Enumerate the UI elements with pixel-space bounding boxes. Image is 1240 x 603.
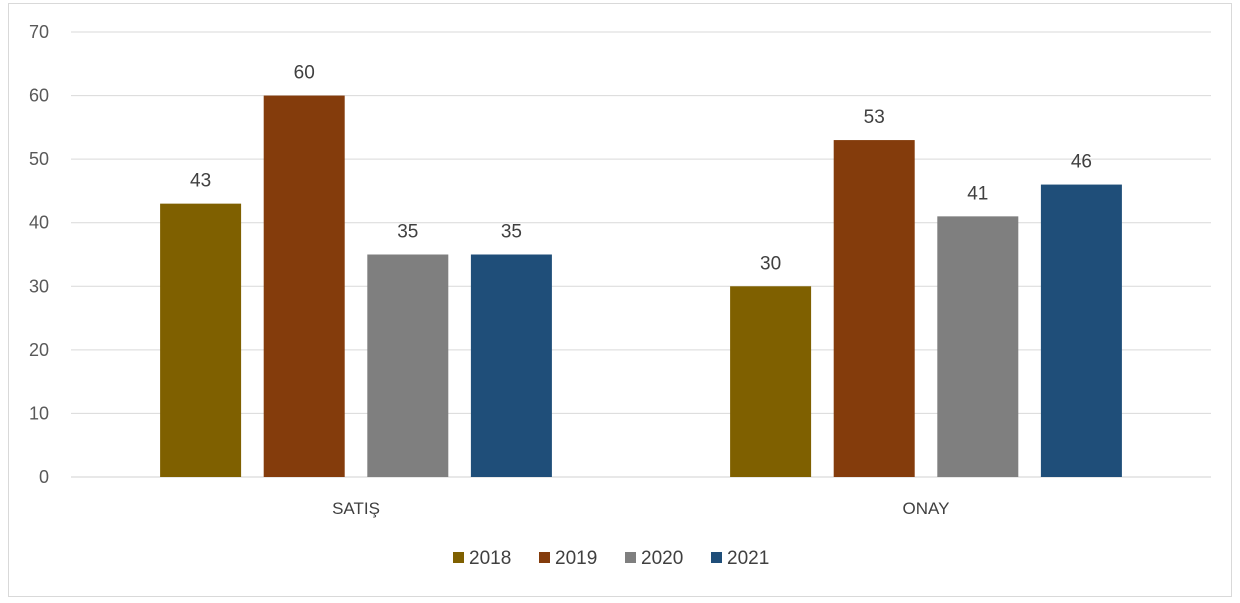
y-axis-ticks: 0 10 20 30 40 50 60 70 xyxy=(29,22,49,487)
legend-swatch xyxy=(625,552,636,563)
bar-2020-satis xyxy=(367,254,449,477)
data-label: 35 xyxy=(397,222,418,243)
bar-2018-satis xyxy=(160,203,242,477)
bar-2019-onay xyxy=(833,140,915,478)
chart-frame: 0 10 20 30 40 50 60 70 43 60 35 35 30 53 41 46 SATIŞ ON… xyxy=(8,3,1232,597)
category-label: ONAY xyxy=(903,499,950,518)
bar-2018-onay xyxy=(730,286,812,477)
data-label: 46 xyxy=(1071,152,1092,173)
legend-swatch xyxy=(711,552,722,563)
bar-2021-satis xyxy=(470,254,552,477)
data-label: 60 xyxy=(294,63,315,84)
data-label: 53 xyxy=(864,107,885,128)
legend-label: 2018 xyxy=(469,548,511,569)
legend-label: 2020 xyxy=(641,548,683,569)
bars xyxy=(160,95,1122,478)
legend-item-2018: 2018 xyxy=(453,548,511,569)
bar-2020-onay xyxy=(937,216,1019,477)
y-tick-label: 40 xyxy=(29,213,49,233)
legend-label: 2019 xyxy=(555,548,597,569)
bar-chart: 0 10 20 30 40 50 60 70 43 60 35 35 30 53 41 46 SATIŞ ON… xyxy=(29,22,1211,569)
data-label: 35 xyxy=(501,222,522,243)
data-label: 30 xyxy=(760,253,781,274)
y-tick-label: 70 xyxy=(29,22,49,42)
legend-swatch xyxy=(539,552,550,563)
y-tick-label: 60 xyxy=(29,86,49,106)
gridlines xyxy=(71,31,1211,478)
category-label: SATIŞ xyxy=(332,499,380,518)
y-tick-label: 20 xyxy=(29,340,49,360)
y-tick-label: 30 xyxy=(29,276,49,296)
legend-label: 2021 xyxy=(727,548,769,569)
x-axis-categories: SATIŞ ONAY xyxy=(332,499,949,518)
bar-2019-satis xyxy=(263,95,345,478)
legend-item-2021: 2021 xyxy=(711,548,769,569)
data-labels: 43 60 35 35 30 53 41 46 xyxy=(190,63,1092,275)
legend-swatch xyxy=(453,552,464,563)
data-label: 41 xyxy=(967,183,988,204)
y-tick-label: 10 xyxy=(29,403,49,423)
y-tick-label: 0 xyxy=(39,467,49,487)
legend-item-2020: 2020 xyxy=(625,548,683,569)
legend-item-2019: 2019 xyxy=(539,548,597,569)
bar-2021-onay xyxy=(1040,184,1122,478)
data-label: 43 xyxy=(190,171,211,192)
y-tick-label: 50 xyxy=(29,149,49,169)
legend: 2018 2019 2020 2021 xyxy=(453,548,769,569)
